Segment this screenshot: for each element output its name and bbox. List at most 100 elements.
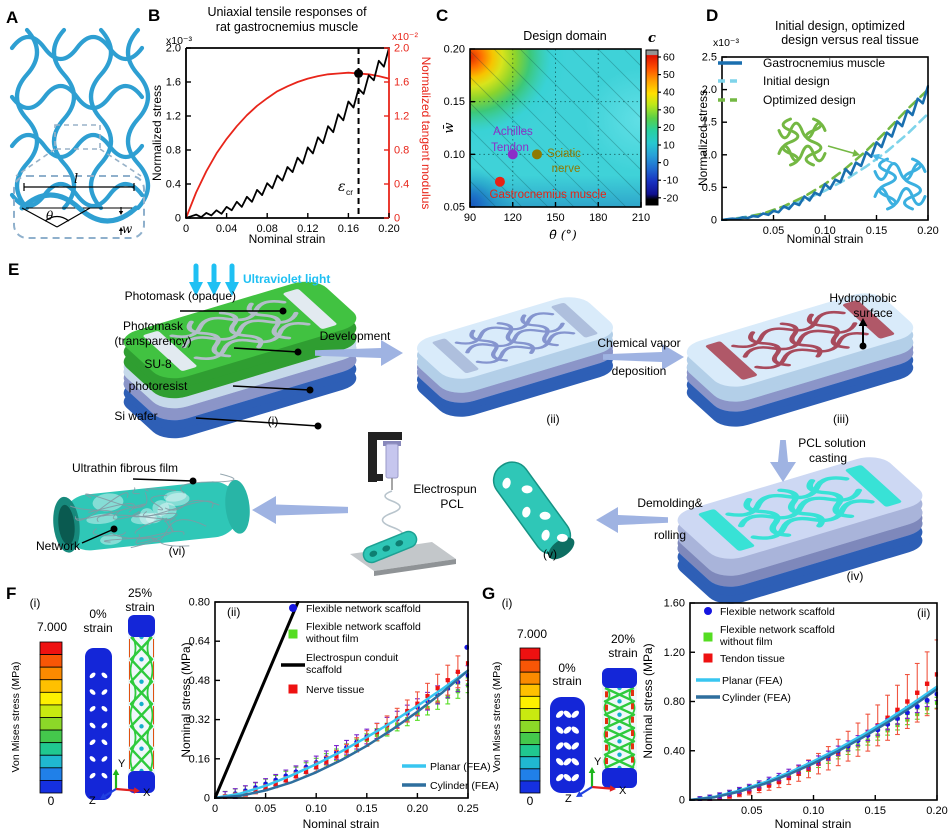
svg-text:rat gastrocnemius muscle: rat gastrocnemius muscle [216,20,358,34]
length-label: l [74,172,79,187]
svg-text:0: 0 [212,803,218,815]
demolding-label-1: Demolding& [637,496,703,510]
svg-text:0.20: 0.20 [917,225,938,237]
svg-text:40: 40 [663,87,675,99]
svg-text:Y: Y [118,758,126,770]
svg-text:0: 0 [394,213,400,225]
svg-text:0.8: 0.8 [394,145,409,157]
electrospun-label-2: PCL [440,497,464,511]
photomask-transparency-label-2: (transparency) [114,334,192,348]
svg-text:0.05: 0.05 [444,202,465,214]
svg-text:0.20: 0.20 [378,223,399,235]
svg-text:0.48: 0.48 [189,675,210,687]
chart-nerve-scaffold-stress: 0 0.05 0.10 0.15 0.20 0.25 0 0.16 0.32 0.48 0.64 0.… [179,597,499,832]
svg-text:0.04: 0.04 [216,223,237,235]
svg-text:150: 150 [546,212,564,224]
svg-text:0.20: 0.20 [407,803,428,815]
su8-label-2: photoresist [128,379,188,393]
svg-text:1.2: 1.2 [394,111,409,123]
panel-letter-f: F [6,584,17,603]
fea-colorbar-tubes-g: Y X Z [519,647,637,805]
svg-text:scaffold: scaffold [306,664,342,676]
svg-text:0: 0 [663,157,669,169]
svg-text:1.2: 1.2 [166,111,181,123]
svg-text:Cylinder (FEA): Cylinder (FEA) [722,692,791,704]
svg-text:Initial design, optimized: Initial design, optimized [775,19,905,33]
svg-text:Uniaxial tensile responses of: Uniaxial tensile responses of [207,5,367,19]
hydrophobic-label-1: Hydrophobic [829,291,897,305]
svg-text:0: 0 [679,795,685,807]
svg-text:0.15: 0.15 [866,225,887,237]
photomask-transparency-label-1: Photomask [122,319,184,333]
panel-letter-a: A [6,8,19,27]
svg-text:(ii): (ii) [917,606,930,620]
svg-text:(ii): (ii) [227,605,240,619]
svg-text:Initial design: Initial design [763,74,830,88]
svg-text:Nominal strain: Nominal strain [303,817,380,831]
svg-text:Tendon tissue: Tendon tissue [720,653,785,665]
step-vi: (vi) [168,544,186,558]
svg-text:0.64: 0.64 [189,636,210,648]
g-strain20-label-1: 20% [610,632,636,646]
svg-text:0.40: 0.40 [664,745,685,757]
panel-letter-c: C [436,6,449,25]
svg-text:without film: without film [305,633,359,645]
f-vonmises-axis-label: Von Mises stress (MPa) [10,661,22,773]
svg-text:0.80: 0.80 [664,696,685,708]
g-colorbar-min: 0 [526,794,534,808]
svg-text:0.32: 0.32 [189,714,210,726]
svg-text:Normalized tangent modulus: Normalized tangent modulus [419,57,433,210]
svg-text:1.6: 1.6 [394,77,409,89]
f-strain25-label-1: 25% [127,586,153,600]
svg-text:Optimized design: Optimized design [763,93,856,107]
svg-text:90: 90 [464,212,476,224]
fabrication-process-illustration [53,263,923,604]
svg-text:without film: without film [719,636,773,648]
svg-text:2.0: 2.0 [702,84,717,96]
fibrous-film-label: Ultrathin fibrous film [71,461,179,475]
panel-letter-b: B [148,6,161,25]
fea-colorbar-tubes-f: Y X Z [39,615,155,807]
g-colorbar-max: 7.000 [516,627,548,641]
svg-text:210: 210 [632,212,650,224]
svg-text:design versus real tissue: design versus real tissue [781,33,919,47]
panel-letter-e: E [8,260,20,279]
svg-text:0.12: 0.12 [297,223,318,235]
svg-text:c: c [648,31,656,46]
panel-letter-d: D [706,6,719,25]
svg-text:θ̄ (°): θ̄ (°) [549,227,577,242]
svg-text:Design domain: Design domain [523,29,606,43]
g-strain0-label-1: 0% [558,661,576,675]
svg-text:X: X [143,787,151,799]
svg-text:Nerve tissue: Nerve tissue [306,684,365,696]
svg-text:0.05: 0.05 [255,803,276,815]
svg-text:-20: -20 [663,192,678,204]
svg-text:Nominal strain: Nominal strain [787,232,864,246]
svg-text:0.08: 0.08 [256,223,277,235]
chart-design-vs-tissue: 0.05 0.10 0.15 0.20 0 0.5 1.0 1.5 2.0 2.5 Nominal … [696,19,939,246]
svg-text:Electrospun conduit: Electrospun conduit [306,652,398,664]
svg-text:0.10: 0.10 [814,225,835,237]
svg-text:0.80: 0.80 [189,597,210,609]
svg-text:0.15: 0.15 [865,805,886,817]
svg-text:x10⁻³: x10⁻³ [166,35,192,47]
svg-text:20: 20 [663,122,675,134]
uv-light-label: Ultraviolet light [243,272,331,286]
svg-text:0: 0 [175,213,181,225]
network-label: Network [35,539,80,553]
svg-text:1.60: 1.60 [664,598,685,610]
development-label: Development [319,329,391,343]
su8-label-1: SU-8 [144,357,172,371]
svg-text:ε: ε [338,179,346,195]
f-sub-i: (i) [29,596,41,610]
g-sub-i: (i) [501,596,513,610]
svg-text:30: 30 [663,104,675,116]
svg-text:0: 0 [183,223,189,235]
width-label: w [122,222,133,236]
f-colorbar-max: 7.000 [36,620,68,634]
svg-text:0.05: 0.05 [763,225,784,237]
chart-tendon-scaffold-stress: 0.05 0.10 0.15 0.20 0 0.40 0.80 1.20 1.60 Nominal… [641,598,948,832]
pcl-casting-label-1: PCL solution [798,436,866,450]
svg-text:0: 0 [204,793,210,805]
